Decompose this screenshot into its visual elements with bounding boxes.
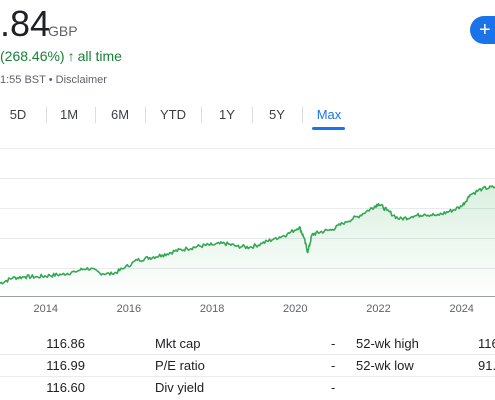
x-tick-label: 2018 [200, 303, 224, 315]
stat-label: Div yield [155, 380, 205, 395]
price-chart[interactable]: 2014 2016 2018 2020 2022 2024 [0, 148, 495, 318]
stat-label: 52-wk high [356, 336, 419, 351]
stat-value: - [331, 336, 336, 351]
stat-open-value: 116.86 [46, 336, 85, 351]
stat-label: Mkt cap [155, 336, 201, 351]
stat-high-value: 116.99 [46, 358, 85, 373]
stats-row: 116.60 Div yield - [0, 377, 495, 399]
current-price: .84 [0, 3, 51, 44]
row-divider [0, 376, 495, 377]
tab-divider [201, 107, 202, 123]
tab-divider [95, 107, 96, 123]
row-divider [0, 354, 495, 355]
x-tick-label: 2022 [366, 303, 390, 315]
stat-label: 52-wk low [356, 358, 414, 373]
change-percent: (268.46%) [0, 48, 65, 64]
change-period: all time [77, 48, 122, 64]
x-tick-label: 2014 [34, 303, 58, 315]
stat-value: - [331, 380, 336, 395]
tab-divider [302, 107, 303, 123]
follow-button[interactable]: + [470, 16, 495, 44]
price-change: (268.46%) ↑ all time [0, 48, 122, 64]
tab-divider [46, 107, 47, 123]
stats-row: 116.86 Mkt cap - 52-wk high 116 [0, 333, 495, 355]
active-tab-indicator [312, 127, 345, 130]
price-line [0, 185, 495, 285]
tab-1m[interactable]: 1M [59, 107, 79, 122]
stat-label: P/E ratio [155, 358, 205, 373]
stat-value: 116 [478, 336, 495, 351]
tab-max[interactable]: Max [316, 107, 342, 122]
tab-divider [145, 107, 146, 123]
stats-row: 116.99 P/E ratio - 52-wk low 91. [0, 355, 495, 377]
stat-value: 91. [478, 358, 495, 373]
x-tick-label: 2016 [117, 303, 141, 315]
tab-5d[interactable]: 5D [9, 107, 27, 122]
tab-5y[interactable]: 5Y [269, 107, 285, 122]
price-area-fill [0, 186, 495, 296]
stat-low-value: 116.60 [46, 380, 85, 395]
currency-code: GBP [48, 23, 78, 39]
plus-icon: + [479, 19, 491, 41]
tab-6m[interactable]: 6M [110, 107, 130, 122]
tab-1y[interactable]: 1Y [219, 107, 235, 122]
up-arrow-icon: ↑ [67, 48, 75, 64]
x-tick-label: 2024 [449, 303, 473, 315]
timestamp-disclaimer[interactable]: 1:55 BST • Disclaimer [0, 74, 107, 86]
range-tabs: 5D 1M 6M YTD 1Y 5Y Max [0, 103, 495, 127]
x-tick-label: 2020 [283, 303, 307, 315]
tab-divider [252, 107, 253, 123]
tab-ytd[interactable]: YTD [160, 107, 186, 122]
stat-value: - [331, 358, 336, 373]
